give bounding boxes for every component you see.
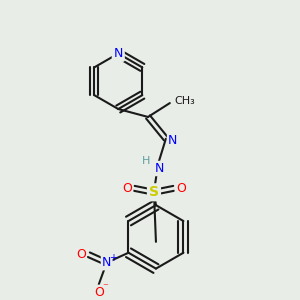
- Text: N: N: [155, 162, 165, 175]
- Text: N: N: [102, 256, 111, 269]
- Text: S: S: [149, 185, 159, 199]
- Text: H: H: [142, 156, 150, 166]
- Text: O: O: [76, 248, 86, 261]
- Text: N: N: [168, 134, 178, 147]
- Text: O: O: [122, 182, 132, 195]
- Text: ⁻: ⁻: [102, 282, 108, 292]
- Text: +: +: [109, 253, 117, 263]
- Text: O: O: [94, 286, 104, 299]
- Text: N: N: [114, 47, 123, 60]
- Text: O: O: [176, 182, 186, 195]
- Text: CH₃: CH₃: [175, 96, 196, 106]
